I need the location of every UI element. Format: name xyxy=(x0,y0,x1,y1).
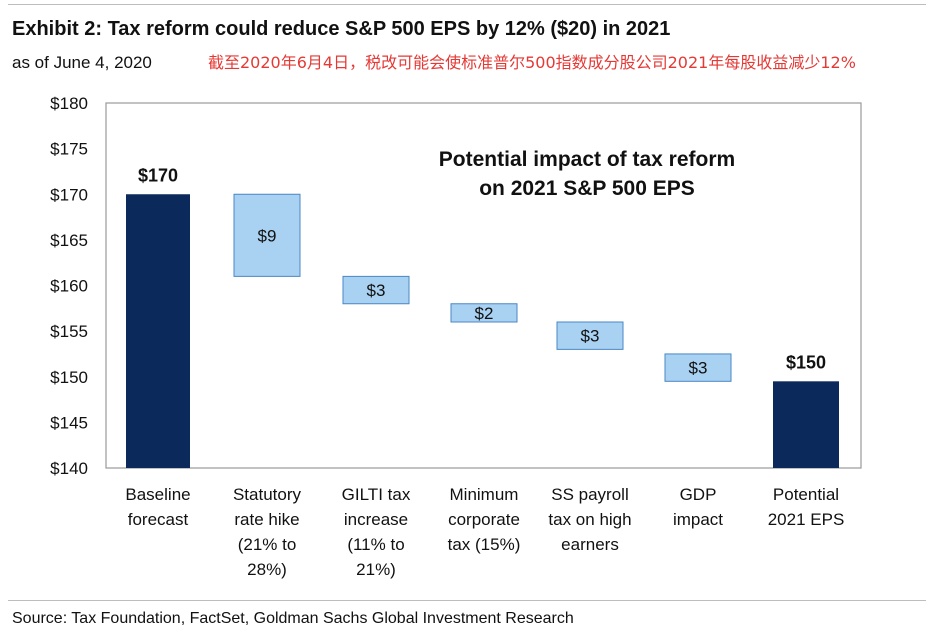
x-category-label: Baseline xyxy=(125,485,190,504)
x-category-label: SS payroll xyxy=(551,485,628,504)
x-category-label: GILTI tax xyxy=(342,485,411,504)
x-category-label: Potential xyxy=(773,485,839,504)
chinese-annotation: 截至2020年6月4日，税改可能会使标准普尔500指数成分股公司2021年每股收… xyxy=(208,53,856,72)
x-category-label: 2021 EPS xyxy=(768,510,845,529)
bar-value-label: $3 xyxy=(689,359,708,378)
bar-value-label: $170 xyxy=(138,165,178,185)
y-tick-label: $175 xyxy=(50,140,88,159)
delta-bar xyxy=(556,321,624,350)
exhibit-date: as of June 4, 2020 xyxy=(12,53,152,72)
x-category-label: impact xyxy=(673,510,723,529)
total-bar xyxy=(126,194,190,468)
top-rule xyxy=(8,4,926,5)
y-tick-label: $180 xyxy=(50,94,88,113)
bar-value-label: $150 xyxy=(786,352,826,372)
bar-value-label: $2 xyxy=(475,304,494,323)
waterfall-chart: $140 $145 $150 $155 $160 $165 $170 $175 $180 $170… xyxy=(50,94,862,579)
delta-bar xyxy=(233,193,301,277)
x-category-label: rate hike xyxy=(234,510,299,529)
bar-value-label: $3 xyxy=(367,281,386,300)
x-category-label: tax on high xyxy=(548,510,631,529)
delta-bar xyxy=(664,353,732,382)
y-tick-label: $150 xyxy=(50,368,88,387)
x-category-label: Statutory xyxy=(233,485,302,504)
x-category-label: (21% to xyxy=(238,535,297,554)
bottom-rule xyxy=(8,600,926,601)
y-tick-label: $155 xyxy=(50,322,88,341)
chart-title: Potential impact of tax reform xyxy=(439,148,735,171)
x-category-label: (11% to xyxy=(347,535,404,554)
total-bar xyxy=(773,381,839,468)
y-tick-label: $140 xyxy=(50,459,88,478)
x-category-label: Minimum xyxy=(450,485,519,504)
plot-frame xyxy=(105,102,862,469)
delta-bar xyxy=(342,275,410,305)
y-tick-label: $145 xyxy=(50,413,88,432)
x-category-label: corporate xyxy=(448,510,520,529)
source-note: Source: Tax Foundation, FactSet, Goldman… xyxy=(12,610,574,627)
delta-bar xyxy=(450,303,518,323)
x-category-label: forecast xyxy=(128,510,189,529)
exhibit-title: Exhibit 2: Tax reform could reduce S&P 5… xyxy=(12,18,671,40)
bar-value-label: $9 xyxy=(258,226,277,245)
x-category-label: GDP xyxy=(680,485,717,504)
x-category-label: 21%) xyxy=(356,560,396,579)
x-category-label: tax (15%) xyxy=(448,535,521,554)
y-tick-label: $165 xyxy=(50,231,88,250)
x-category-label: increase xyxy=(344,510,408,529)
x-category-label: earners xyxy=(561,535,619,554)
bar-value-label: $3 xyxy=(581,327,600,346)
y-tick-label: $160 xyxy=(50,277,88,296)
y-tick-label: $170 xyxy=(50,185,88,204)
chart-title: on 2021 S&P 500 EPS xyxy=(479,177,695,200)
x-category-label: 28%) xyxy=(247,560,287,579)
